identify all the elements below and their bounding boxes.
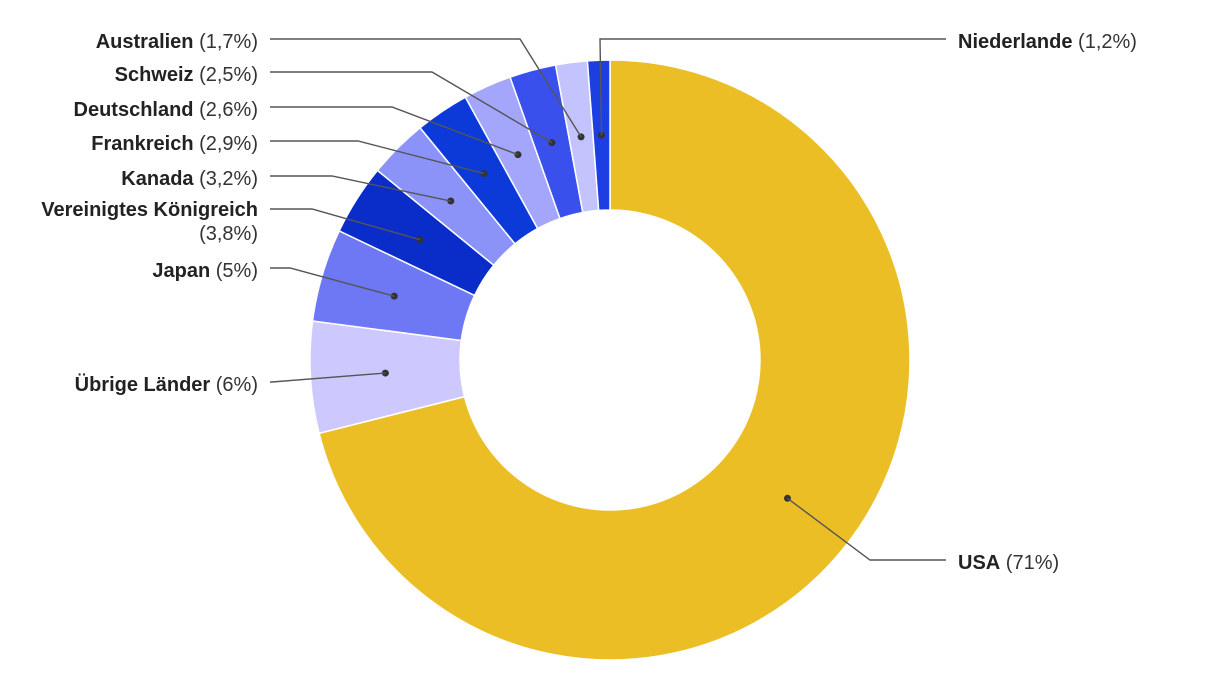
leader-line-deutschland: [270, 106, 519, 156]
slices-group: [309, 59, 911, 661]
label-name: Frankreich: [91, 133, 193, 155]
label-usa: USA (71%): [958, 552, 1059, 574]
label-percent: (2,6%): [194, 99, 258, 121]
label-ubrige-lander: Übrige Länder (6%): [75, 373, 258, 396]
label-name: Niederlande: [958, 31, 1072, 53]
label-frankreich: Frankreich (2,9%): [91, 133, 258, 155]
label-percent: (3,8%): [199, 223, 258, 245]
slice-usa: [318, 59, 911, 661]
label-name: Übrige Länder: [75, 373, 211, 396]
label-kanada: Kanada (3,2%): [121, 168, 258, 190]
labels-group: USA (71%) Übrige Länder (6%) Japan (5%) Ver…: [41, 31, 1137, 574]
leader-line-ubrige-lander: [270, 372, 386, 383]
label-australien: Australien (1,7%): [96, 31, 258, 53]
label-schweiz: Schweiz (2,5%): [115, 64, 258, 86]
leader-line-vereinigtes-konigreich: [270, 208, 421, 241]
label-percent: (2,5%): [194, 64, 258, 86]
label-percent: (1,2%): [1072, 31, 1136, 53]
label-vereinigtes-konigreich: Vereinigtes Königreich (3,8%): [41, 199, 258, 245]
label-deutschland: Deutschland (2,6%): [74, 99, 259, 121]
leader-line-schweiz: [270, 71, 553, 144]
label-name: Australien: [96, 31, 194, 53]
leader-line-usa: [787, 497, 946, 561]
label-percent: (3,2%): [194, 168, 258, 190]
label-japan: Japan (5%): [152, 260, 258, 282]
leader-line-australien: [270, 38, 582, 138]
leader-lines-group: [270, 38, 946, 561]
label-name: Japan: [152, 260, 210, 282]
leader-line-frankreich: [270, 140, 485, 175]
label-percent: (2,9%): [194, 133, 258, 155]
label-name: USA: [958, 552, 1000, 574]
label-percent: (71%): [1000, 552, 1059, 574]
label-percent: (6%): [210, 374, 258, 396]
label-name: Deutschland: [74, 99, 194, 121]
label-name: Kanada: [121, 168, 194, 190]
label-percent: (1,7%): [194, 31, 258, 53]
label-percent: (5%): [210, 260, 258, 282]
label-niederlande: Niederlande (1,2%): [958, 31, 1137, 53]
label-name: Schweiz: [115, 64, 194, 86]
leader-line-kanada: [270, 175, 451, 202]
label-name: Vereinigtes Königreich: [41, 199, 258, 221]
leader-line-niederlande: [599, 38, 946, 136]
leader-line-japan: [270, 267, 395, 297]
